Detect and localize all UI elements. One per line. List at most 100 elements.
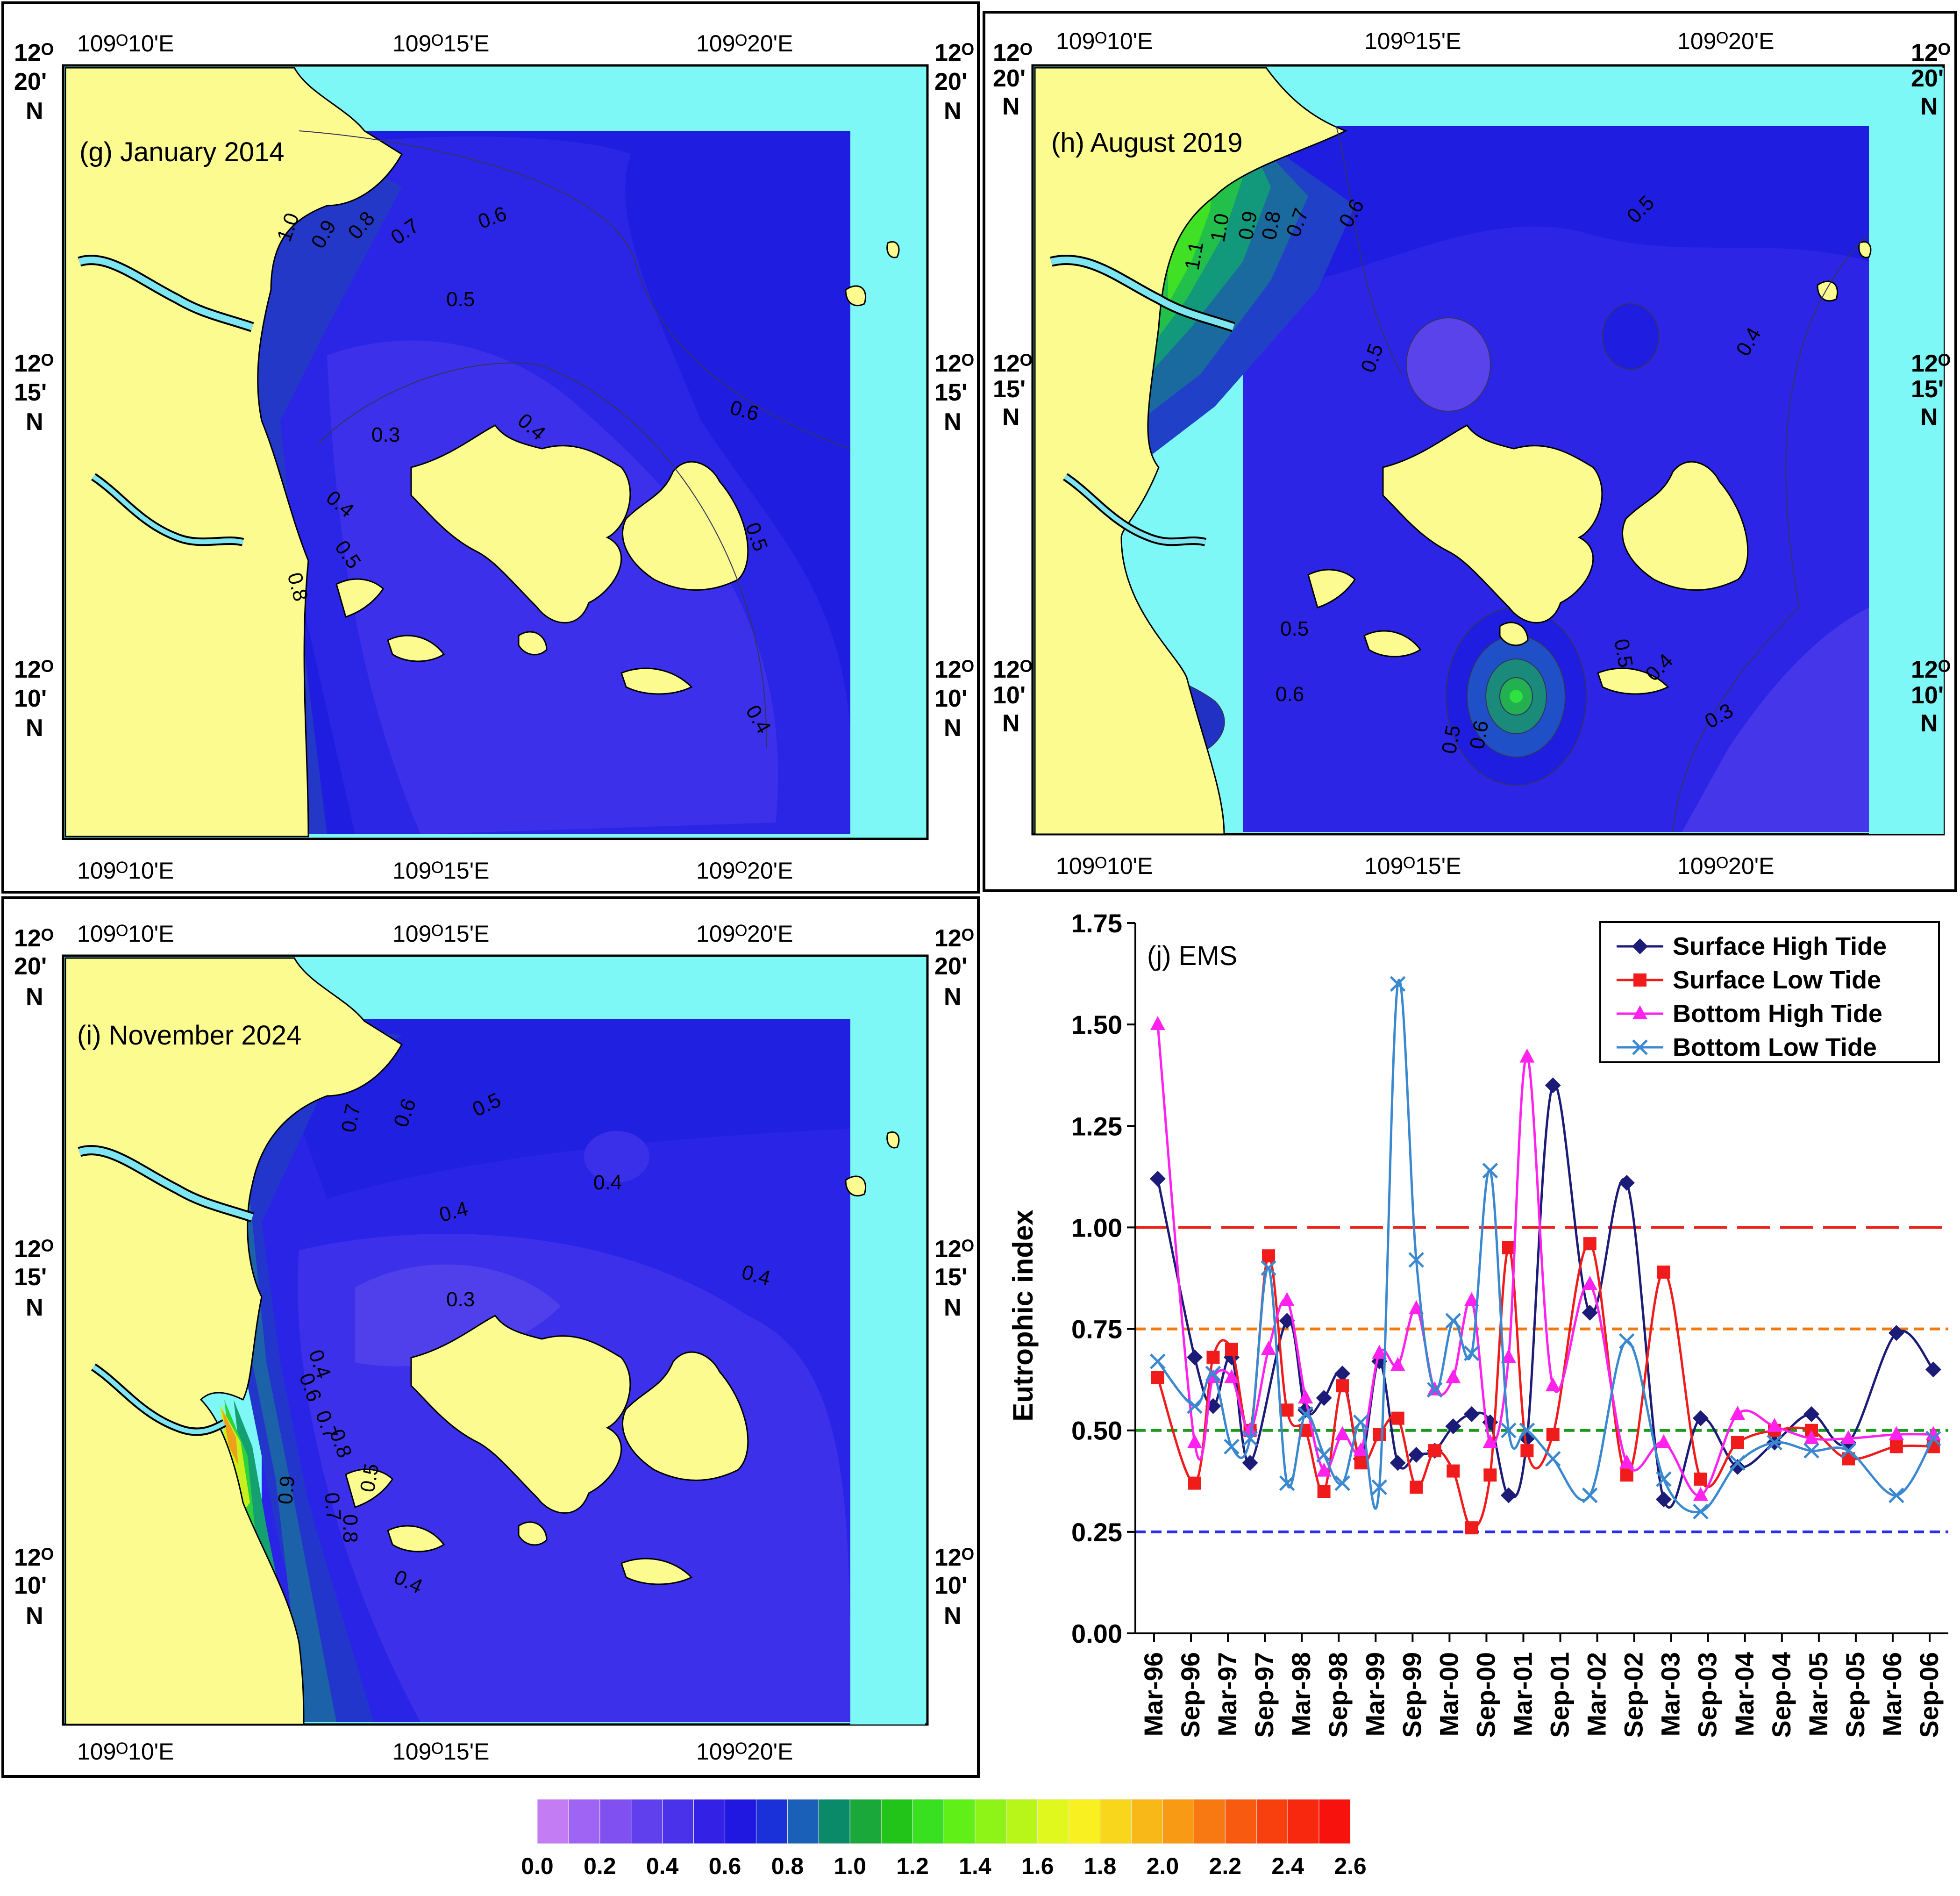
x-tick-label: Sep-97 xyxy=(1249,1652,1279,1738)
x-tick-label: Sep-98 xyxy=(1323,1652,1353,1738)
lat-label: 15' xyxy=(993,376,1026,403)
data-point xyxy=(1334,1366,1351,1382)
legend-label: Bottom High Tide xyxy=(1673,1000,1882,1028)
data-point xyxy=(1428,1444,1441,1458)
lat-label: 20' xyxy=(934,68,967,95)
colorbar-swatch xyxy=(662,1799,694,1844)
lon-label: 109ᴼ20'E xyxy=(696,30,793,57)
lon-label: 109ᴼ10'E xyxy=(77,921,174,947)
lat-label: N xyxy=(944,983,962,1010)
contour-label: 0.9 xyxy=(1234,209,1262,242)
data-point xyxy=(1187,1434,1202,1448)
lat-label: 12ᴼ xyxy=(934,925,974,952)
data-point xyxy=(1187,1398,1203,1414)
data-point xyxy=(1925,1431,1941,1446)
x-tick-label: Sep-06 xyxy=(1914,1652,1944,1738)
lat-label: 12ᴼ xyxy=(934,39,974,66)
colorbar-swatch xyxy=(1100,1799,1132,1844)
lon-label: 109ᴼ10'E xyxy=(77,1739,174,1765)
colorbar-tick-label: 1.4 xyxy=(959,1853,991,1879)
lat-label: N xyxy=(944,408,962,436)
chart-axes: 0.00 0.25 0.50 0.75 1.00 1.25 1.50 1.75 Mar-96 Se… xyxy=(1071,909,1948,1738)
lat-label: N xyxy=(944,1603,962,1630)
lat-label: 20' xyxy=(993,65,1026,92)
lat-label: N xyxy=(26,715,43,742)
data-point xyxy=(1482,1163,1498,1179)
mainland xyxy=(64,957,403,1725)
colorbar-swatch xyxy=(849,1799,882,1844)
contour-label: 0.3 xyxy=(371,423,400,446)
lat-label: 20' xyxy=(934,953,967,980)
data-point xyxy=(1150,1353,1166,1369)
y-tick-label: 0.75 xyxy=(1071,1315,1122,1344)
lat-label: N xyxy=(944,98,962,125)
x-tick-label: Mar-96 xyxy=(1139,1652,1168,1737)
data-point xyxy=(1261,1260,1276,1276)
island-main xyxy=(1382,424,1603,623)
map-title: (i) November 2024 xyxy=(77,1020,301,1051)
contour-label: 0.5 xyxy=(1438,723,1465,756)
data-point xyxy=(1373,1428,1386,1441)
colorbar-tick-label: 1.6 xyxy=(1021,1853,1054,1879)
map-title: (h) August 2019 xyxy=(1051,128,1243,158)
colorbar: 0.0 0.2 0.4 0.6 0.8 1.0 1.2 1.4 1.6 1.8 2.0 2.2 2.4 2… xyxy=(521,1799,1367,1879)
data-point xyxy=(1888,1325,1904,1341)
legend-marker xyxy=(1632,1039,1648,1055)
lat-label: N xyxy=(1002,93,1020,120)
data-point xyxy=(1656,1434,1671,1448)
data-point xyxy=(1582,1276,1597,1290)
data-point xyxy=(1656,1471,1672,1487)
contour-label: 0.3 xyxy=(446,1288,475,1311)
data-point xyxy=(1280,1403,1294,1417)
colorbar-swatch xyxy=(1319,1799,1351,1844)
eutrophic-index-chart: 0.00 0.25 0.50 0.75 1.00 1.25 1.50 1.75 Mar-96 Se… xyxy=(1007,909,1948,1738)
x-tick-label: Mar-02 xyxy=(1582,1652,1611,1737)
lat-label: 10' xyxy=(1911,682,1944,709)
lat-label: N xyxy=(1920,710,1938,737)
data-point xyxy=(1501,1349,1516,1363)
data-point xyxy=(1692,1410,1709,1426)
data-point xyxy=(1408,1252,1425,1268)
y-axis-label: Eutrophic index xyxy=(1007,1209,1039,1421)
chart-legend: Surface High Tide Surface Low Tide Bottom … xyxy=(1599,921,1940,1063)
lat-label: 12ᴼ xyxy=(934,1236,974,1263)
contour-label: 1.0 xyxy=(1206,212,1234,244)
lon-label: 109ᴼ15'E xyxy=(1364,853,1461,879)
data-point xyxy=(1657,1265,1670,1279)
colorbar-swatch xyxy=(568,1799,600,1844)
contour-label: 0.4 xyxy=(593,1171,622,1194)
colorbar-swatch xyxy=(1193,1799,1226,1844)
colorbar-swatch xyxy=(1006,1799,1038,1844)
lat-label: N xyxy=(944,1294,962,1321)
data-point xyxy=(1149,1171,1166,1187)
colorbar-swatch xyxy=(1162,1799,1194,1844)
data-point xyxy=(1410,1481,1423,1494)
colorbar-swatch xyxy=(599,1799,632,1844)
data-point xyxy=(1371,1479,1387,1495)
lon-label: 109ᴼ15'E xyxy=(392,921,490,947)
lon-label: 109ᴼ20'E xyxy=(696,1739,793,1765)
colorbar-swatch xyxy=(1131,1799,1163,1844)
data-point xyxy=(1502,1241,1515,1254)
lon-label: 109ᴼ20'E xyxy=(1677,28,1775,54)
lon-label: 109ᴼ10'E xyxy=(1056,853,1153,879)
data-point xyxy=(1618,1174,1635,1191)
x-tick-label: Mar-01 xyxy=(1508,1652,1537,1737)
data-point xyxy=(1501,1422,1517,1438)
data-point xyxy=(1390,1455,1406,1471)
data-point xyxy=(1408,1446,1425,1463)
colorbar-swatch xyxy=(725,1799,756,1844)
data-point xyxy=(1298,1389,1313,1404)
data-point xyxy=(1520,1444,1534,1458)
contour-label: 0.6 xyxy=(1276,683,1304,706)
data-point xyxy=(1731,1436,1744,1449)
colorbar-swatch xyxy=(787,1799,819,1844)
mainland xyxy=(1034,67,1347,835)
data-point xyxy=(1151,1371,1164,1384)
data-point xyxy=(1353,1414,1369,1431)
colorbar-tick-label: 0.8 xyxy=(771,1853,804,1879)
contour-label: 0.7 xyxy=(320,1492,345,1522)
data-point xyxy=(1242,1455,1258,1471)
colorbar-swatch xyxy=(975,1799,1007,1844)
lat-label: 12ᴼ xyxy=(1911,39,1951,66)
